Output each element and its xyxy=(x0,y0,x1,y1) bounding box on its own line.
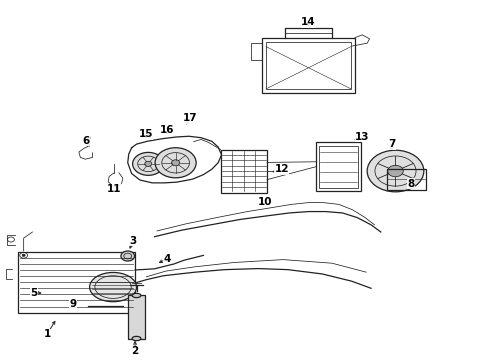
Text: 3: 3 xyxy=(129,236,136,246)
Bar xyxy=(128,296,146,338)
Text: 1: 1 xyxy=(44,329,51,339)
Text: 12: 12 xyxy=(274,164,289,174)
Text: 14: 14 xyxy=(301,17,316,27)
Bar xyxy=(266,42,351,89)
Text: 2: 2 xyxy=(131,346,139,356)
Ellipse shape xyxy=(132,336,141,341)
Text: 4: 4 xyxy=(163,254,171,264)
Text: 17: 17 xyxy=(183,113,197,123)
Bar xyxy=(262,38,355,93)
Text: 5: 5 xyxy=(30,288,38,298)
Bar xyxy=(319,145,358,188)
Ellipse shape xyxy=(367,150,424,192)
Bar xyxy=(18,252,135,313)
Text: 10: 10 xyxy=(258,197,273,207)
Ellipse shape xyxy=(121,251,135,261)
Ellipse shape xyxy=(133,152,164,175)
Ellipse shape xyxy=(145,161,152,166)
Circle shape xyxy=(22,254,25,256)
Ellipse shape xyxy=(155,148,196,178)
Ellipse shape xyxy=(172,160,180,166)
Ellipse shape xyxy=(388,165,403,177)
Ellipse shape xyxy=(90,273,137,302)
Text: 6: 6 xyxy=(83,136,90,145)
Text: 7: 7 xyxy=(388,139,395,149)
Text: 13: 13 xyxy=(355,132,369,142)
Bar xyxy=(316,142,361,192)
Ellipse shape xyxy=(132,293,141,298)
Text: 8: 8 xyxy=(408,179,415,189)
Text: 9: 9 xyxy=(70,299,76,309)
Text: 15: 15 xyxy=(139,129,153,139)
Text: 16: 16 xyxy=(160,125,174,135)
Bar xyxy=(220,149,267,193)
Text: 11: 11 xyxy=(107,184,122,194)
Bar xyxy=(387,168,426,190)
